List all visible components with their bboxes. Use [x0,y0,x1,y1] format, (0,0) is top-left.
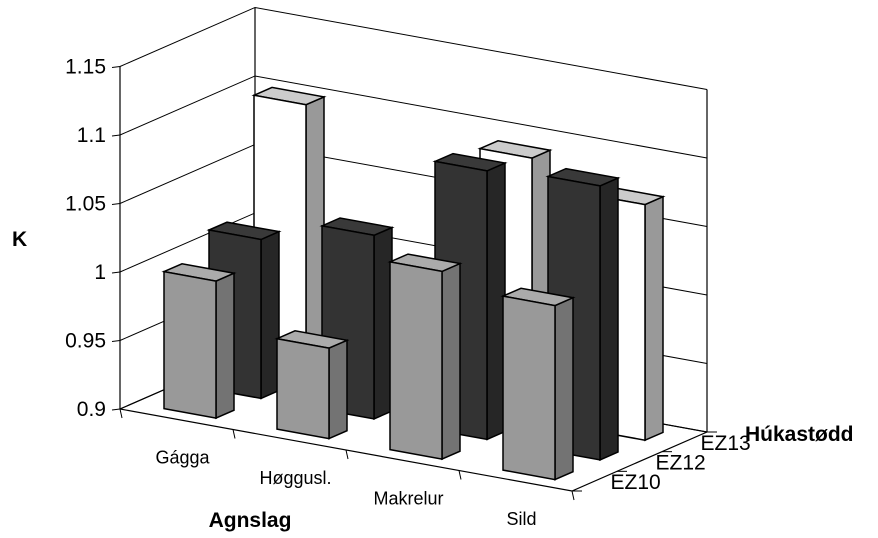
x-tick-label: Makrelur [373,488,443,508]
x-tick-mark [232,429,236,439]
bar [161,263,237,420]
bar-side [644,195,664,442]
bar-side [554,296,574,481]
bar [387,253,463,461]
y-tick-label: 1.05 [65,193,106,216]
bar [319,217,395,421]
bar-front [389,261,443,460]
bar [274,330,350,440]
bar-side [441,262,461,461]
gridline [119,6,708,90]
y-tick-mark [111,66,121,68]
y-tick-mark [111,134,121,137]
y-tick-label: 0.95 [65,330,106,353]
x-tick-mark [458,470,462,480]
x-tick-label: Høggusl. [259,468,331,488]
bar-side [328,339,348,440]
bars [161,86,666,481]
z-tick-label: EZ12 [656,452,706,475]
bar [500,287,576,481]
bar-front [163,270,217,419]
x-tick-label: Gágga [155,447,210,467]
y-tick-label: 0.9 [77,398,106,421]
y-tick-mark [111,271,121,274]
x-tick-mark [571,490,575,501]
bar-side [215,272,235,420]
y-tick-mark [111,408,121,411]
y-tick-label: 1.1 [77,124,106,147]
y-tick-mark [111,340,121,342]
labels: 0.9 0.95 1 1.05 1.1 1.15 Gágga Høggusl. Makrelur… [65,56,751,529]
z-axis-title: Húkastødd [745,423,854,446]
bar-front [502,295,556,481]
gridline [119,75,708,159]
x-tick-label: Sild [506,509,536,529]
x-tick-mark [119,408,123,419]
z-tick-label: EZ10 [611,471,661,494]
y-axis-title: K [12,228,27,251]
bar-front [276,337,330,440]
y-tick-mark [111,203,121,205]
y-tick-label: 1.15 [65,56,106,79]
x-tick-mark [345,449,349,460]
y-tick-label: 1 [94,261,106,284]
bar-side [599,176,619,462]
z-tick-label: EZ13 [701,432,751,455]
x-axis-title: Agnslag [209,509,292,532]
